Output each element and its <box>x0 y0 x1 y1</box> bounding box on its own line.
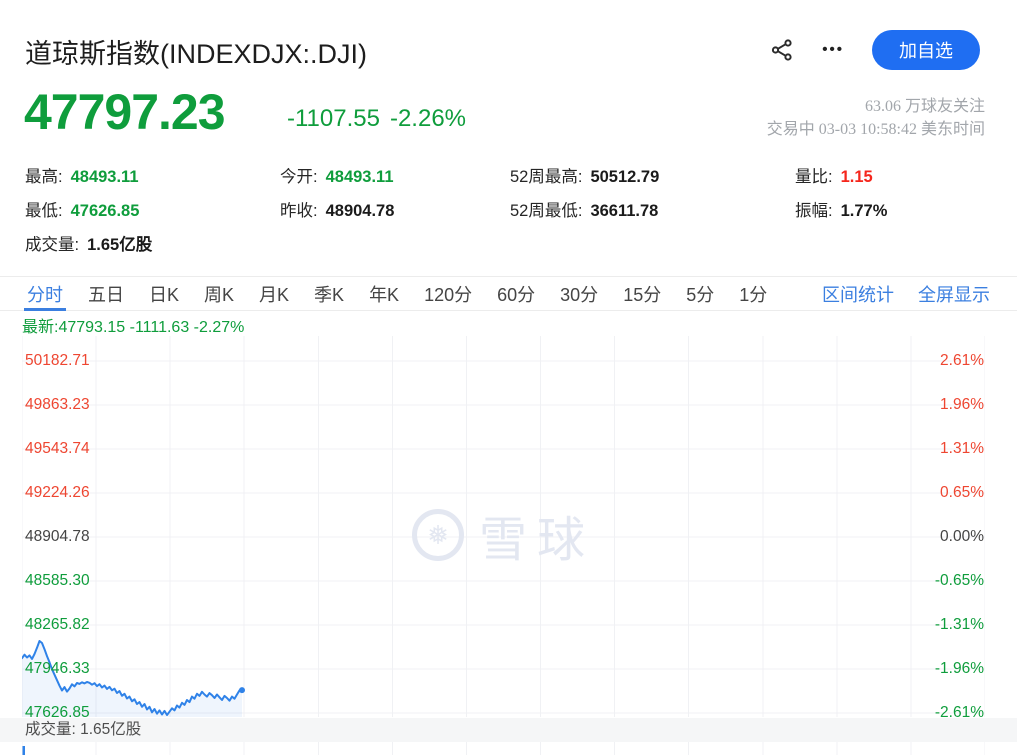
stat-label: 52周最高: <box>510 168 583 186</box>
stat-value: 47626.85 <box>70 202 140 220</box>
stats-row: 成交量: 1.65亿股 <box>25 226 995 260</box>
stat-item: 最低: 47626.85 <box>25 197 280 221</box>
trading-status: 交易中 03-03 10:58:42 美东时间 <box>766 121 985 138</box>
y-axis-price-label: 47946.33 <box>25 660 90 677</box>
tab-2[interactable]: 日K <box>149 284 180 305</box>
add-watchlist-button[interactable]: 加自选 <box>872 30 980 70</box>
stat-label: 今开: <box>280 168 318 186</box>
watermark-text: 雪球 <box>479 514 596 567</box>
volume-strip: 成交量: 1.65亿股 <box>0 718 1017 742</box>
stat-label: 最低: <box>25 202 63 220</box>
y-axis-percent-label: 2.61% <box>940 352 984 369</box>
stat-item: 今开: 48493.11 <box>280 163 510 187</box>
price-line-endpoint <box>239 687 245 694</box>
y-axis-price-label: 49543.74 <box>25 440 90 457</box>
y-axis-price-label: 49224.26 <box>25 484 90 501</box>
y-axis-price-label: 48265.82 <box>25 616 90 633</box>
stat-value: 1.65亿股 <box>87 236 153 254</box>
tab-1[interactable]: 五日 <box>88 284 124 305</box>
stats-row: 最高: 48493.11 今开: 48493.11 52周最高: 50512.79 量比: 1… <box>25 158 995 192</box>
tab-4[interactable]: 月K <box>259 284 290 305</box>
y-axis-price-label: 48904.78 <box>25 528 90 545</box>
y-axis-percent-label: -2.61% <box>934 704 984 721</box>
fullscreen-link[interactable]: 全屏显示 <box>918 284 990 305</box>
tab-3[interactable]: 周K <box>204 284 235 305</box>
tab-9[interactable]: 30分 <box>560 284 599 305</box>
stat-value: 36611.78 <box>590 202 659 220</box>
y-axis-percent-label: -1.31% <box>934 616 984 633</box>
tab-7[interactable]: 120分 <box>424 284 473 305</box>
y-axis-percent-label: 1.31% <box>940 440 984 457</box>
header-meta: 63.06 万球友关注 交易中 03-03 10:58:42 美东时间 <box>767 95 985 141</box>
change-percent: -2.26% <box>389 105 467 132</box>
stat-item: 最高: 48493.11 <box>25 163 280 187</box>
tab-0[interactable]: 分时 <box>24 277 66 311</box>
price-line <box>22 640 243 716</box>
tab-5[interactable]: 季K <box>314 284 345 305</box>
chart-period-tabs: 分时 五日 日K 周K 月K 季K 年K 120分 60分 30分 15分 5分 1分 区间统计 全屏显示 <box>0 276 1017 311</box>
stat-value: 48493.11 <box>325 168 394 186</box>
stat-value: 48904.78 <box>325 202 395 220</box>
tab-12[interactable]: 1分 <box>739 284 768 305</box>
y-axis-percent-label: 1.96% <box>940 396 984 413</box>
tab-6[interactable]: 年K <box>369 284 400 305</box>
stat-item: 52周最高: 50512.79 <box>510 163 795 187</box>
tab-11[interactable]: 5分 <box>686 284 715 305</box>
page-title: 道琼斯指数(INDEXDJX:.DJI) <box>25 39 368 69</box>
stat-item: 成交量: 1.65亿股 <box>25 231 280 255</box>
range-stats-link[interactable]: 区间统计 <box>822 284 894 305</box>
stats-grid: 最高: 48493.11 今开: 48493.11 52周最高: 50512.79 量比: 1… <box>25 158 995 260</box>
change-amount: -1107.55 <box>287 105 380 132</box>
tab-10[interactable]: 15分 <box>623 284 662 305</box>
volume-label: 成交量: 1.65亿股 <box>25 721 142 738</box>
stat-label: 52周最低: <box>510 202 583 220</box>
stat-value: 1.77% <box>840 202 888 220</box>
y-axis-percent-label: -1.96% <box>934 660 984 677</box>
snowball-logo-icon: ❅ <box>412 509 464 561</box>
followers-count: 63.06 万球友关注 <box>864 98 985 115</box>
stat-value: 48493.11 <box>70 168 139 186</box>
xueqiu-watermark: ❅ 雪球 <box>412 500 595 570</box>
stat-value: 1.15 <box>840 168 873 186</box>
y-axis-price-label: 47626.85 <box>25 704 90 721</box>
stat-label: 昨收: <box>280 202 318 220</box>
tab-8[interactable]: 60分 <box>497 284 536 305</box>
more-options-icon[interactable]: ••• <box>822 41 844 58</box>
y-axis-price-label: 48585.30 <box>25 572 90 589</box>
header-actions: ••• 加自选 <box>770 30 980 70</box>
tab-right-links: 区间统计 全屏显示 <box>822 277 990 310</box>
volume-canvas <box>22 742 985 755</box>
stat-label: 成交量: <box>25 236 80 254</box>
y-axis-percent-label: 0.00% <box>940 528 984 545</box>
volume-pane[interactable] <box>22 742 985 755</box>
chart-canvas[interactable] <box>22 336 985 717</box>
stats-row: 最低: 47626.85 昨收: 48904.78 52周最低: 36611.78 振幅: 1… <box>25 192 995 226</box>
stat-item: 昨收: 48904.78 <box>280 197 510 221</box>
stat-label: 量比: <box>795 168 833 186</box>
stat-item: 振幅: 1.77% <box>795 197 887 221</box>
stat-item: 量比: 1.15 <box>795 163 873 187</box>
y-axis-percent-label: -0.65% <box>934 572 984 589</box>
y-axis-price-label: 50182.71 <box>25 352 90 369</box>
stat-item: 52周最低: 36611.78 <box>510 197 795 221</box>
share-icon[interactable] <box>770 38 794 62</box>
price-change: -1107.55 -2.26% <box>287 105 476 133</box>
price-area-fill <box>22 641 242 717</box>
latest-quote-line: 最新:47793.15 -1111.63 -2.27% <box>22 319 245 336</box>
intraday-chart[interactable]: ❅ 雪球 50182.71 49863.23 49543.74 49224.26 489… <box>22 336 985 721</box>
y-axis-percent-label: 0.65% <box>940 484 984 501</box>
stat-label: 振幅: <box>795 202 833 220</box>
stat-value: 50512.79 <box>590 168 660 186</box>
stat-label: 最高: <box>25 168 63 186</box>
current-price: 47797.23 <box>24 84 226 140</box>
y-axis-price-label: 49863.23 <box>25 396 90 413</box>
volume-bar <box>22 746 25 755</box>
